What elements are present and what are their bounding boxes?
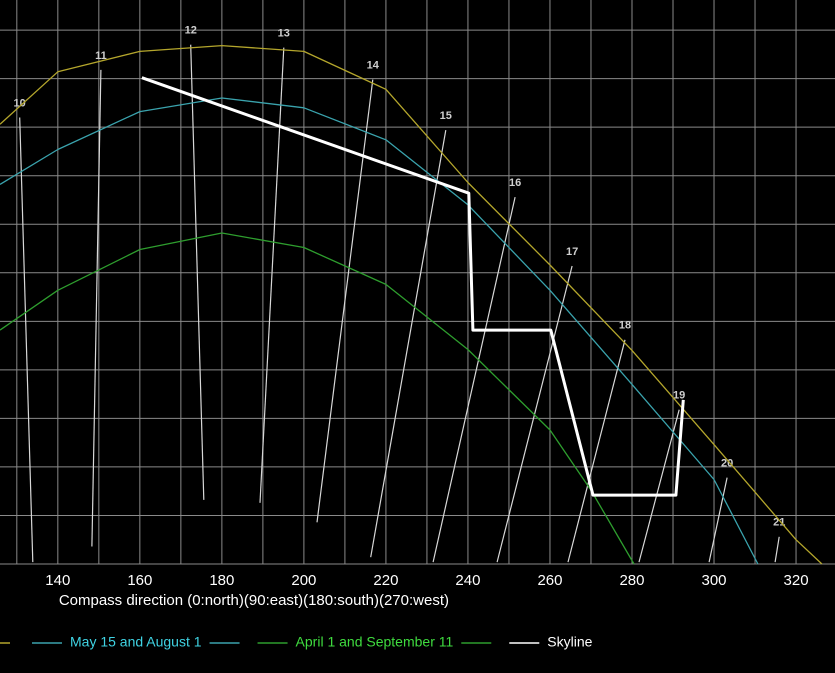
hour-label: 18 [619, 320, 631, 332]
hour-line [316, 79, 374, 523]
hour-line [19, 117, 34, 563]
hour-line [370, 129, 447, 558]
legend-label: Skyline [547, 634, 592, 650]
hour-label: 20 [721, 458, 733, 470]
x-tick-label: 180 [209, 572, 234, 589]
series-line [0, 44, 823, 565]
x-tick-label: 240 [455, 572, 480, 589]
hour-label: 13 [278, 27, 290, 39]
x-tick-label: 160 [127, 572, 152, 589]
hour-label: 14 [367, 60, 380, 72]
hour-label: 16 [509, 177, 521, 189]
x-tick-label: 140 [45, 572, 70, 589]
series-line [0, 97, 759, 565]
hour-line [259, 47, 285, 503]
x-tick-label: 200 [291, 572, 316, 589]
x-tick-label: 260 [537, 572, 562, 589]
x-axis-label: Compass direction (0:north)(90:east)(180… [59, 592, 449, 609]
x-tick-label: 300 [701, 572, 726, 589]
hour-line [432, 196, 516, 563]
hour-label: 12 [185, 25, 197, 37]
x-tick-label: 320 [784, 572, 809, 589]
hour-line [190, 44, 205, 500]
hour-label: 17 [566, 246, 578, 258]
series-line [0, 232, 635, 565]
legend-label: May 15 and August 1 [70, 634, 202, 650]
hour-label: 15 [440, 110, 452, 122]
hour-label: 21 [773, 517, 785, 529]
legend-label: April 1 and September 11 [296, 634, 454, 650]
series-line [141, 76, 685, 497]
hour-label: 10 [14, 97, 26, 109]
hour-line [91, 69, 102, 547]
hour-label: 11 [95, 50, 107, 62]
x-tick-label: 280 [619, 572, 644, 589]
x-tick-label: 220 [373, 572, 398, 589]
hour-label: 19 [673, 390, 685, 402]
hour-line [708, 477, 728, 563]
hour-line [638, 409, 680, 563]
hour-line [774, 536, 780, 563]
hour-line [567, 339, 626, 563]
